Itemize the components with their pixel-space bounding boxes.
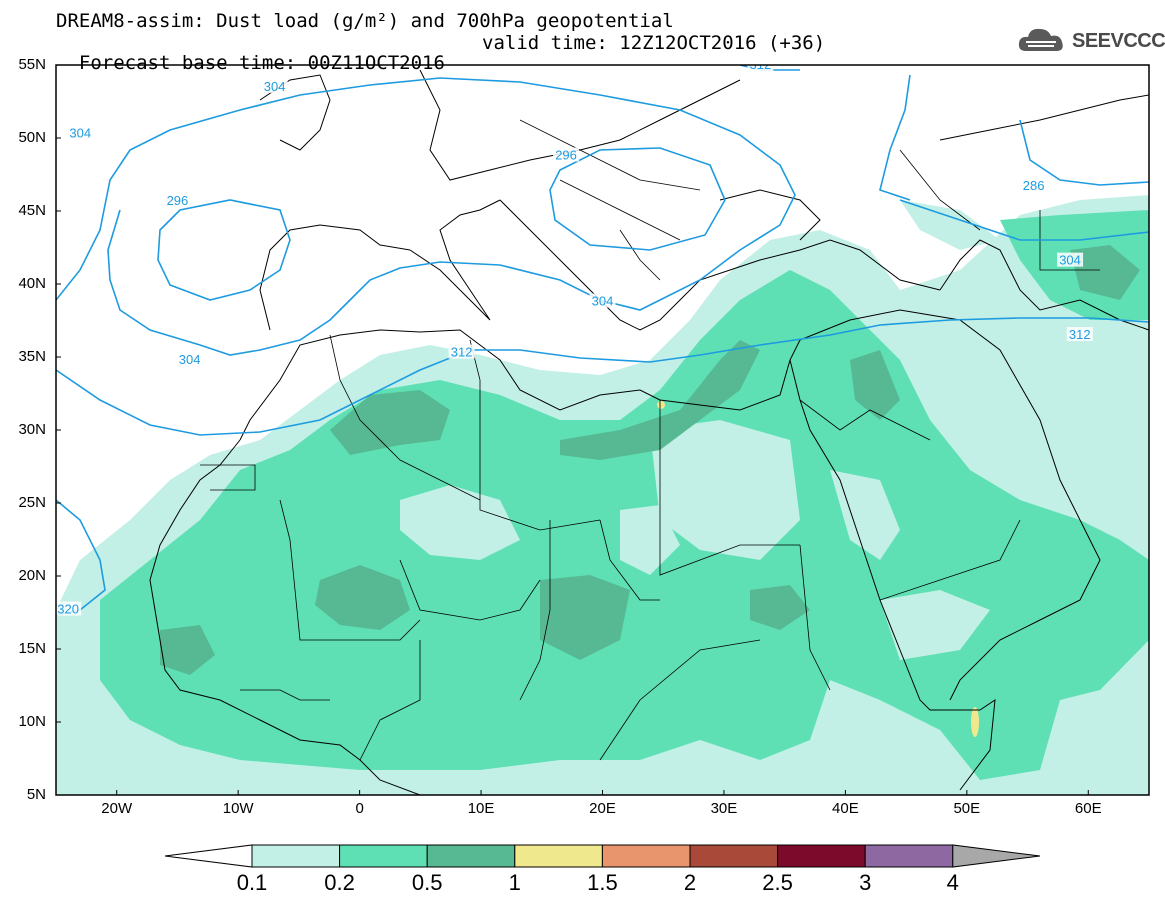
lat-label: 25N <box>18 494 46 511</box>
contour-label: 304 <box>592 294 614 309</box>
chart-title: DREAM8-assim: Dust load (g/m²) and 700hP… <box>56 10 674 32</box>
contour-label-bg <box>1066 327 1093 342</box>
contour-label-bg <box>553 147 580 162</box>
contour-label: 312 <box>750 57 772 72</box>
colorbar-cell <box>251 844 341 868</box>
seevccc-logo: SEEVCCC <box>1016 23 1165 57</box>
colorbar-arrow-left <box>164 844 253 868</box>
lat-label: 5N <box>26 786 46 803</box>
lat-label: 40N <box>18 275 46 292</box>
colorbar-label: 1.5 <box>587 870 618 895</box>
colorbar-label: 0.2 <box>324 870 355 895</box>
valid-time-text: valid time: 12Z12OCT2016 (+36) <box>482 32 826 54</box>
base-time-text: Forecast base time: 00Z11OCT2016 <box>78 52 445 74</box>
colorbar-label: 0.5 <box>411 870 443 895</box>
lon-label: 10E <box>467 800 495 817</box>
lon-label: 40E <box>832 800 859 817</box>
lat-label: 35N <box>18 348 46 365</box>
colorbar-arrow-right <box>952 844 1041 868</box>
colorbar-label: 0.1 <box>236 870 268 895</box>
contour-label-bg <box>56 601 82 616</box>
contour-label-bg <box>164 192 191 207</box>
cloud-logo-icon <box>1018 28 1063 51</box>
colorbar-cell <box>601 844 691 868</box>
contour-label-bg <box>1057 252 1084 267</box>
contour-label: 296 <box>555 148 577 163</box>
lat-label: 45N <box>18 202 46 219</box>
lon-label: 20W <box>101 800 133 817</box>
contour-label: 296 <box>167 193 189 208</box>
lon-label: 60E <box>1074 800 1102 817</box>
country-borders <box>200 119 1100 761</box>
contour-label: 312 <box>451 345 473 360</box>
coastlines <box>149 69 1149 795</box>
geopotential-contours <box>56 65 1149 616</box>
lat-label: 30N <box>18 421 46 438</box>
colorbar-cell <box>514 844 603 868</box>
colorbar-label: 2.5 <box>762 870 793 895</box>
contour-label-bg <box>747 65 774 71</box>
contour-label: 320 <box>57 602 79 617</box>
contour-label: 304 <box>179 352 201 367</box>
lon-label: 50E <box>953 800 981 817</box>
lat-label: 20N <box>18 567 46 584</box>
lon-label: 10W <box>222 800 254 817</box>
colorbar-label: 2 <box>683 870 697 895</box>
dust-spot-somalia <box>971 707 979 737</box>
dust-spot-libya <box>657 401 665 409</box>
contour-label-bg <box>176 351 203 366</box>
lon-label: 0 <box>355 800 364 817</box>
contour-label: 304 <box>69 126 91 141</box>
lat-label: 55N <box>18 56 46 73</box>
colorbar-label: 1 <box>508 870 521 895</box>
colorbar-label: 4 <box>946 870 959 895</box>
dust-layer-holes <box>400 420 990 660</box>
lat-label: 10N <box>18 713 46 730</box>
lat-label: 15N <box>18 640 46 657</box>
contour-label: 312 <box>1069 327 1091 342</box>
contour-label-bg <box>589 293 616 308</box>
logo-text: SEEVCCC <box>1072 30 1165 52</box>
contour-label-bg <box>448 344 475 359</box>
forecast-base-time: Forecast base time: 00Z11OCT2016 valid t… <box>56 33 825 93</box>
colorbar-cell <box>689 844 779 868</box>
contour-label: 304 <box>264 79 286 94</box>
lon-label: 30E <box>710 800 738 817</box>
lat-label: 50N <box>18 129 46 146</box>
colorbar-cell <box>777 844 866 868</box>
contour-label-bg <box>67 125 94 140</box>
colorbar <box>164 844 1041 868</box>
colorbar-cell <box>864 844 954 868</box>
lon-label: 20E <box>589 800 616 817</box>
contour-label: 304 <box>1059 253 1081 268</box>
contour-label: 286 <box>1023 178 1045 193</box>
colorbar-cell <box>426 844 516 868</box>
colorbar-label: 3 <box>859 870 872 895</box>
colorbar-cell <box>339 844 428 868</box>
contour-label-bg <box>1020 178 1047 193</box>
contour-label-bg <box>261 78 288 93</box>
